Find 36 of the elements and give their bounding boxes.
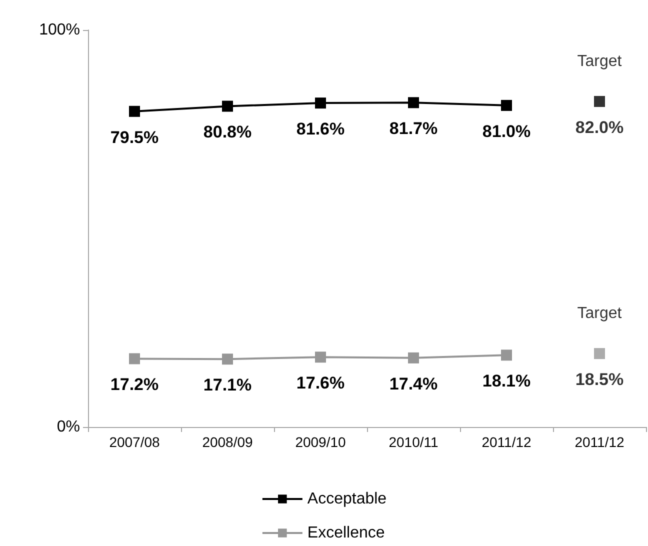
data-label: 17.6% [296, 374, 345, 393]
data-label: 17.4% [389, 374, 438, 394]
series-label: Target [577, 52, 622, 70]
point [501, 350, 512, 361]
x-tick-label: 2007/08 [109, 434, 160, 450]
point [222, 100, 233, 112]
data-label: 81.0% [482, 122, 531, 141]
data-label: 17.2% [110, 375, 159, 394]
x-tick-label: 2011/12 [574, 434, 624, 450]
point [408, 97, 419, 108]
x-tick-label: 2009/10 [295, 434, 346, 450]
point [129, 353, 140, 364]
point [315, 352, 326, 363]
legend-label: Acceptable [307, 490, 387, 508]
x-tick-label: 2010/11 [388, 434, 438, 450]
point [129, 106, 140, 117]
x-tick-label: 2008/09 [202, 434, 254, 450]
point [222, 354, 233, 365]
point [594, 348, 605, 360]
data-label: 82.0% [575, 118, 624, 137]
data-label: 79.5% [110, 128, 159, 147]
data-label: 17.1% [203, 376, 252, 395]
data-label: 18.5% [575, 370, 624, 390]
series-label: Target [577, 305, 622, 322]
x-tick-label: 2011/12 [482, 434, 532, 450]
y-tick-label: 100% [39, 22, 80, 38]
data-label: 81.6% [296, 120, 345, 139]
legend-label: Excellence [307, 524, 385, 542]
point [408, 352, 419, 364]
data-label: 18.1% [482, 372, 531, 391]
data-label: 81.7% [389, 119, 438, 138]
point [501, 100, 512, 111]
point [315, 98, 326, 109]
data-label: 80.8% [203, 122, 252, 142]
y-tick-label: 0% [56, 418, 80, 436]
point [594, 96, 605, 107]
